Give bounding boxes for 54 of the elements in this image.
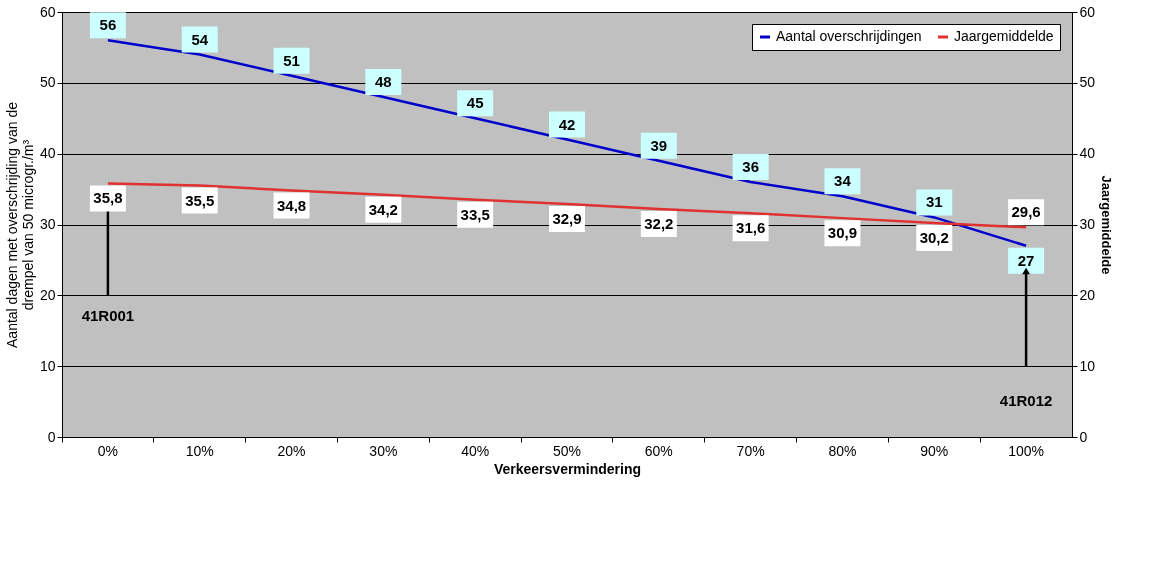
data-label: 35,5 <box>185 191 215 209</box>
y-tick-label: 10 <box>39 357 56 374</box>
y2-tick-label: 60 <box>1079 3 1096 20</box>
x-tick-label: 30% <box>369 442 398 459</box>
x-tick-label: 40% <box>461 442 490 459</box>
x-tick-label: 100% <box>1008 442 1044 459</box>
x-tick-label: 10% <box>185 442 214 459</box>
data-label: 31,6 <box>736 219 766 237</box>
data-label: 45 <box>466 94 484 112</box>
x-tick-label: 80% <box>828 442 857 459</box>
x-tick-label: 50% <box>552 442 582 459</box>
x-tick-label: 60% <box>644 442 673 459</box>
y-tick-label: 0 <box>47 428 56 445</box>
annotation: 41R001 <box>81 307 135 324</box>
y-tick-label: 50 <box>39 74 56 91</box>
data-label: 56 <box>99 16 117 34</box>
y2-tick-label: 50 <box>1079 74 1096 91</box>
legend-label: Aantal overschrijdingen <box>776 28 922 44</box>
y-tick-label: 60 <box>39 3 56 20</box>
y-axis-title: Aantal dagen met overschrijding van de drempel van 50 microgr./m³ <box>3 101 36 348</box>
data-label: 48 <box>375 73 392 90</box>
data-label: 32,2 <box>644 214 674 232</box>
x-tick-label: 70% <box>736 442 765 459</box>
x-tick-label: 0% <box>97 442 119 459</box>
annotation: 41R012 <box>999 392 1053 409</box>
data-label: 29,6 <box>1011 203 1041 221</box>
data-label: 54 <box>191 30 209 48</box>
y2-axis-title: Jaargemiddelde <box>1099 175 1115 275</box>
y2-tick-label: 20 <box>1079 286 1096 303</box>
legend-label: Jaargemiddelde <box>954 28 1054 44</box>
y2-tick-label: 40 <box>1079 145 1096 162</box>
data-label: 31 <box>925 193 943 211</box>
x-axis-title: Verkeersvermindering <box>493 460 642 477</box>
data-label: 34 <box>834 172 852 190</box>
data-label: 51 <box>283 51 300 69</box>
data-label: 32,9 <box>552 209 582 227</box>
data-label: 27 <box>1017 251 1035 269</box>
y-tick-label: 30 <box>39 216 56 232</box>
y-tick-label: 40 <box>39 145 56 162</box>
data-label: 39 <box>650 136 668 154</box>
data-label: 35,8 <box>93 189 123 207</box>
x-tick-label: 20% <box>277 442 306 459</box>
data-label: 42 <box>558 115 576 133</box>
y2-tick-label: 10 <box>1079 357 1096 374</box>
y2-tick-label: 0 <box>1079 428 1088 445</box>
data-label: 30,2 <box>919 229 949 247</box>
y2-tick-label: 30 <box>1079 216 1096 232</box>
data-label: 33,5 <box>460 205 490 223</box>
y-tick-label: 20 <box>39 286 56 303</box>
data-label: 34,2 <box>368 200 398 218</box>
data-label: 34,8 <box>276 196 307 214</box>
data-label: 36 <box>742 158 759 175</box>
x-tick-label: 90% <box>920 442 949 459</box>
data-label: 30,9 <box>827 224 858 242</box>
